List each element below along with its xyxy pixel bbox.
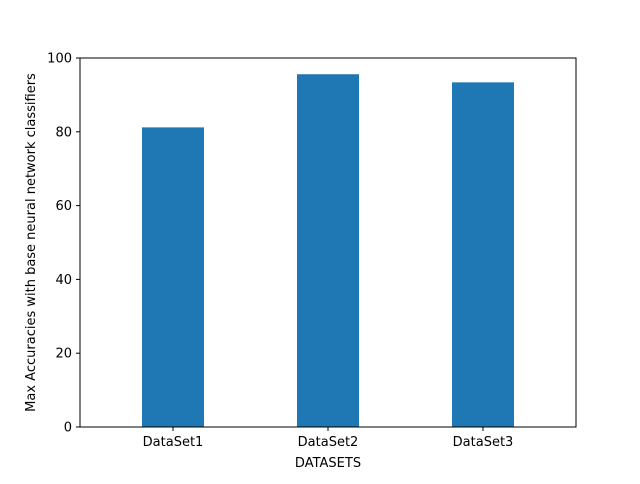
bar-dataset1 xyxy=(142,127,204,427)
y-axis-ticks: 0 20 40 60 80 100 xyxy=(47,52,80,436)
y-axis-label: Max Accuracies with base neural network … xyxy=(24,73,39,412)
y-tick-label: 0 xyxy=(64,421,72,436)
bars-group xyxy=(142,74,514,428)
y-tick-label: 60 xyxy=(55,199,72,214)
x-tick-label: DataSet3 xyxy=(453,435,514,450)
x-axis-label: DATASETS xyxy=(295,456,361,471)
x-tick-label: DataSet1 xyxy=(143,435,204,450)
bar-dataset2 xyxy=(297,74,359,428)
y-tick-label: 20 xyxy=(55,347,72,362)
bar-dataset3 xyxy=(452,82,514,427)
y-tick-label: 40 xyxy=(55,273,72,288)
x-tick-label: DataSet2 xyxy=(298,435,359,450)
x-axis-ticks: DataSet1 DataSet2 DataSet3 xyxy=(143,427,514,450)
y-tick-label: 80 xyxy=(55,125,72,140)
y-tick-label: 100 xyxy=(47,52,72,67)
